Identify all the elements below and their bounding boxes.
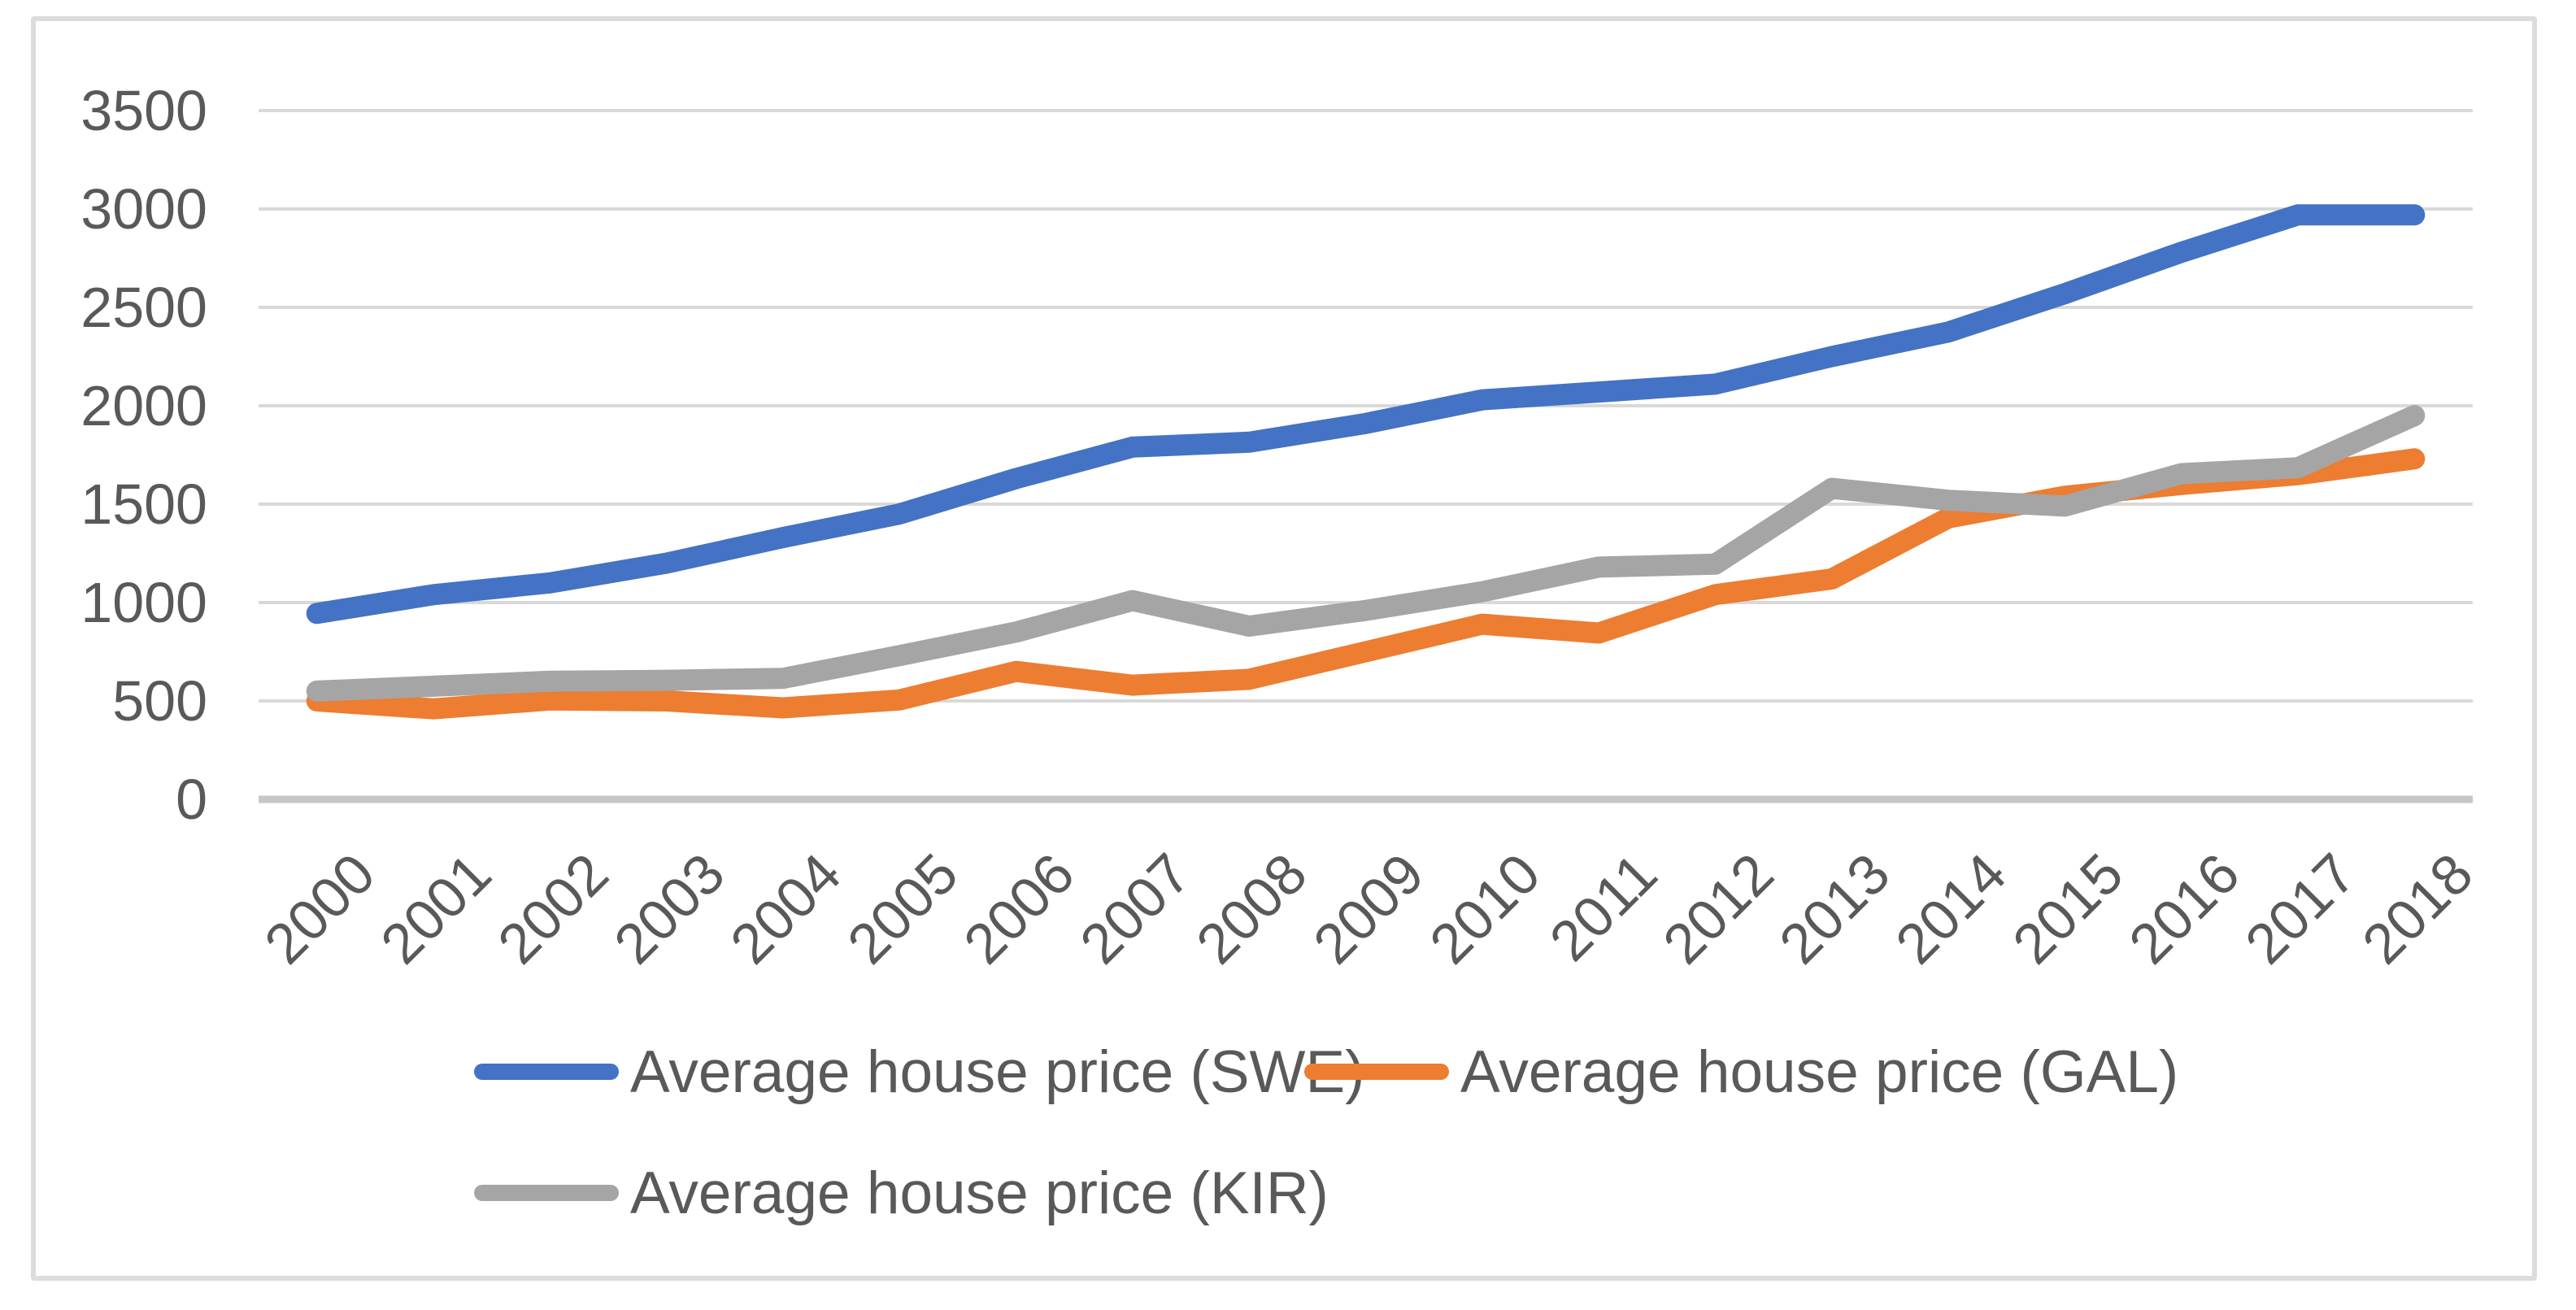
legend-item-kir: Average house price (KIR) — [474, 1152, 1329, 1234]
y-axis-tick-label: 1000 — [80, 571, 207, 634]
legend-label-swe: Average house price (SWE) — [630, 1038, 1365, 1105]
legend-swatch-kir — [474, 1185, 619, 1201]
y-axis-tick-label: 1500 — [80, 472, 207, 536]
legend-swatch-gal — [1304, 1064, 1449, 1080]
y-axis-tick-label: 2000 — [80, 374, 207, 437]
y-axis-tick-label: 500 — [112, 669, 207, 733]
series-line-average-house-price-swe- — [306, 204, 2426, 625]
chart-frame — [31, 16, 2537, 1281]
y-axis-tick-label: 0 — [176, 768, 207, 831]
legend-item-gal: Average house price (GAL) — [1304, 1031, 2178, 1112]
legend-label-gal: Average house price (GAL) — [1460, 1038, 2179, 1105]
series-line-average-house-price-kir- — [306, 405, 2426, 702]
y-axis-tick-label: 3500 — [80, 79, 207, 142]
y-axis-tick-label: 3000 — [80, 177, 207, 241]
legend-swatch-swe — [474, 1064, 619, 1080]
legend-label-kir: Average house price (KIR) — [630, 1160, 1329, 1226]
y-axis-tick-label: 2500 — [80, 276, 207, 339]
legend-item-swe: Average house price (SWE) — [474, 1031, 1364, 1112]
